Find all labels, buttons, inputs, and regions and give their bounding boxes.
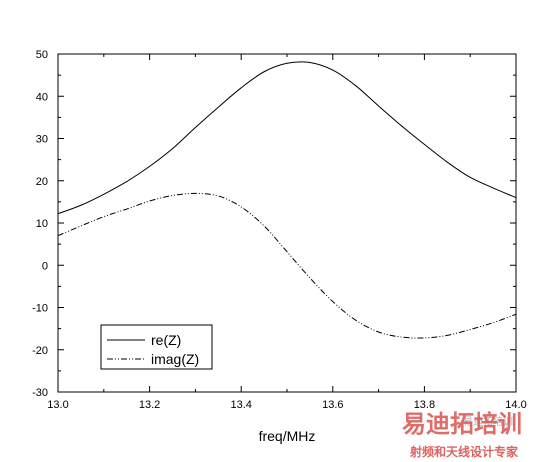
series-layer [57,61,517,339]
legend: re(Z) imag(Z) [100,324,213,370]
y-tick-label: -10 [32,303,48,315]
series-line-re [57,61,517,215]
legend-label-re: re(Z) [151,332,181,348]
y-tick-label: 10 [36,218,48,230]
legend-label-imag: imag(Z) [151,351,199,367]
watermark: 易迪拓培训 易迪拓培训 射频和天线设计专家 [402,410,522,459]
legend-box [100,324,213,370]
y-tick-label: 50 [36,49,48,61]
watermark-sub: 射频和天线设计专家 [409,444,519,459]
x-axis-title: freq/MHz [259,428,316,444]
y-tick-label: 30 [36,134,48,146]
axis-ticks: 13.0 13.2 13.4 13.6 13.8 14.0 -30 -20 -10 0 10 20 30… [32,49,527,411]
x-tick-label: 13.2 [139,399,160,411]
y-tick-label: 0 [42,260,48,272]
x-tick-label: 13.0 [47,399,68,411]
y-tick-label: -20 [32,345,48,357]
x-tick-label: 13.4 [230,399,251,411]
x-tick-label: 13.8 [414,399,435,411]
watermark-faint: 易迪拓培训 [463,415,513,428]
y-tick-label: 20 [36,176,48,188]
y-tick-label: -30 [32,387,48,399]
x-tick-label: 13.6 [322,399,343,411]
watermark-main: 易迪拓培训 [402,410,522,438]
y-tick-label: 40 [36,91,48,103]
series-line-imag [57,192,517,339]
x-tick-label: 14.0 [505,399,526,411]
